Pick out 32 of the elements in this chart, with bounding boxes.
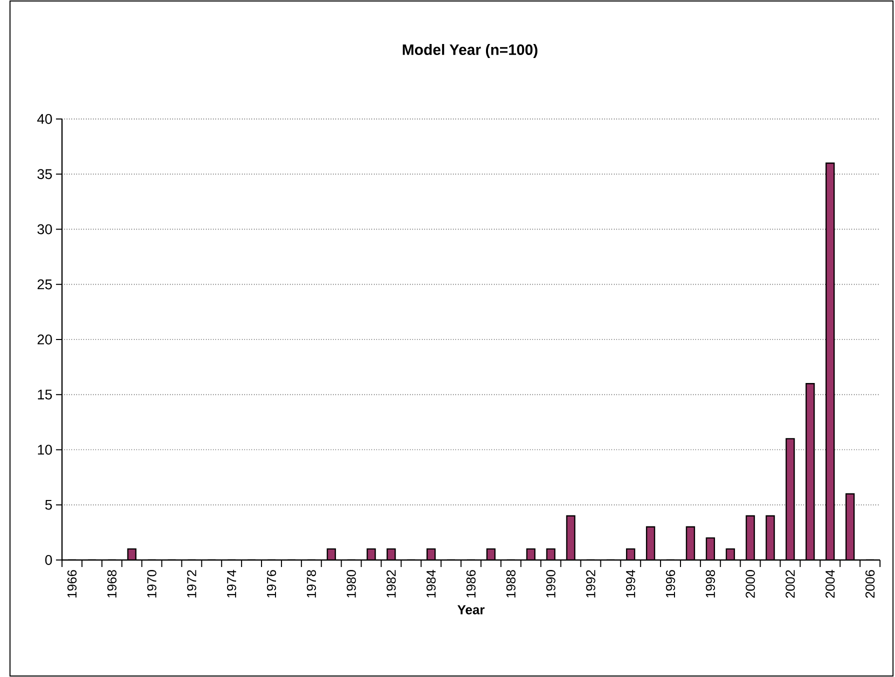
y-tick-label: 15 bbox=[38, 390, 52, 400]
chart-title: Model Year (n=100) bbox=[402, 44, 538, 58]
x-tick-label: 2006 bbox=[865, 570, 875, 598]
x-tick-label: 1996 bbox=[666, 570, 676, 598]
y-tick-label: 30 bbox=[37, 224, 52, 234]
x-tick-label: 1990 bbox=[546, 570, 556, 598]
x-tick-label: 1966 bbox=[67, 570, 77, 598]
x-tick-label: 1974 bbox=[226, 570, 236, 598]
x-tick-label: 1982 bbox=[386, 570, 396, 598]
x-tick-label: 1980 bbox=[346, 570, 356, 598]
x-tick-label: 1994 bbox=[626, 570, 636, 598]
y-tick-label: 20 bbox=[38, 334, 52, 344]
x-axis-title: Year bbox=[457, 605, 485, 614]
x-tick-label: 1992 bbox=[586, 570, 596, 598]
x-tick-label: 1976 bbox=[266, 570, 276, 598]
y-tick-label: 35 bbox=[37, 169, 52, 180]
x-tick-label: 1970 bbox=[147, 570, 156, 598]
y-tick-label: 25 bbox=[38, 279, 52, 290]
x-tick-label: 1988 bbox=[506, 570, 516, 598]
x-tick-label: 2004 bbox=[826, 570, 835, 598]
y-tick-label: 0 bbox=[45, 555, 52, 565]
x-tick-label: 1998 bbox=[706, 570, 716, 598]
x-tick-label: 1984 bbox=[426, 570, 436, 598]
y-tick-label: 40 bbox=[37, 114, 52, 124]
x-tick-label: 1968 bbox=[107, 570, 116, 598]
x-tick-label: 1972 bbox=[187, 570, 196, 598]
y-tick-label: 5 bbox=[45, 500, 52, 510]
y-tick-label: 10 bbox=[38, 444, 52, 455]
x-tick-label: 1978 bbox=[306, 570, 316, 598]
x-tick-label: 1986 bbox=[466, 570, 476, 598]
x-tick-label: 2000 bbox=[746, 570, 755, 598]
x-tick-label: 2002 bbox=[786, 570, 795, 598]
